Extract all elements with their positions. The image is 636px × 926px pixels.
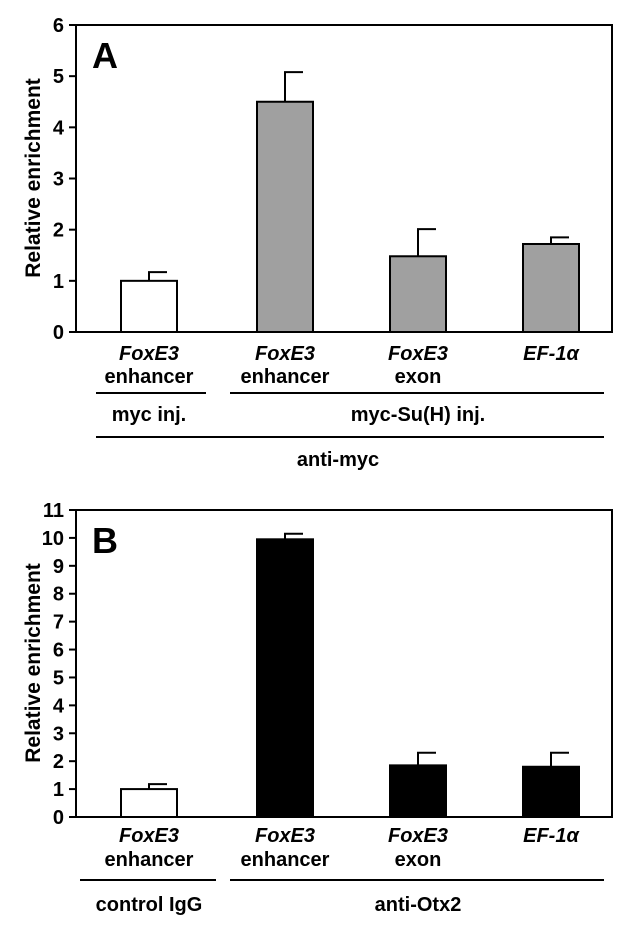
panel-b-bars — [120, 532, 580, 819]
panel-b-y-tick-label: 5 — [53, 667, 64, 689]
panel-a-group-label: myc-Su(H) inj. — [351, 404, 485, 426]
panel-a-label: A — [92, 35, 118, 76]
panel-b-y-axis-label: Relative enrichment — [22, 563, 45, 763]
panel-b-y-tick-label: 3 — [53, 723, 64, 745]
panel-b-y-tick-label: 7 — [53, 612, 64, 634]
panel-b-y-tick-label: 9 — [53, 556, 64, 578]
panel-b-category-sublabel: exon — [395, 849, 442, 871]
panel-b-y-tick-label: 8 — [53, 584, 64, 606]
panel-a-y-tick-label: 3 — [53, 169, 64, 191]
panel-b-y-tick-label: 6 — [53, 640, 64, 662]
panel-a-y-tick-label: 1 — [53, 271, 64, 293]
panel-b-bar — [522, 765, 580, 818]
panel-a-overall-label: anti-myc — [297, 449, 379, 471]
panel-b-y-tick-label: 1 — [53, 779, 64, 801]
panel-a-y-tick-label: 6 — [53, 15, 64, 37]
panel-a-y-tick-label: 5 — [53, 66, 64, 88]
panel-a-y-tick-label: 0 — [53, 322, 64, 344]
panel-b-plot-frame — [75, 509, 613, 818]
panel-b-category-label: FoxE3 — [255, 825, 315, 847]
panel-b-y-tick-label: 10 — [42, 528, 64, 550]
panel-b-chart: B Relative enrichment 0 1 2 3 4 5 6 7 8 9 10 11 Fox… — [22, 500, 613, 916]
panel-a-category-label: EF-1α — [523, 343, 580, 365]
panel-a-category-sublabel: enhancer — [241, 366, 330, 388]
panel-a-category-label: FoxE3 — [255, 343, 315, 365]
panel-a-y-tick-label: 2 — [53, 220, 64, 242]
panel-b-category-sublabel: enhancer — [241, 849, 330, 871]
panel-b-category-label: FoxE3 — [119, 825, 179, 847]
panel-b-label: B — [92, 520, 118, 561]
panel-b-y-ticks: 0 1 2 3 4 5 6 7 8 9 10 11 — [42, 500, 76, 829]
panel-b-group-labels: control IgG anti-Otx2 — [80, 879, 604, 916]
panel-b-y-tick-label: 2 — [53, 751, 64, 773]
panel-a-bar — [389, 255, 447, 334]
panel-b-category-sublabel: enhancer — [105, 849, 194, 871]
panel-a-y-axis-label: Relative enrichment — [22, 78, 45, 278]
panel-a-group-label: myc inj. — [112, 404, 186, 426]
panel-b-y-tick-label: 4 — [53, 695, 65, 717]
panel-b-group-label: control IgG — [96, 894, 203, 916]
panel-b-category-label: EF-1α — [523, 825, 580, 847]
panel-b-y-tick-label: 11 — [43, 500, 64, 522]
panel-a-bar — [522, 242, 580, 333]
panel-a-category-sublabel: enhancer — [105, 366, 194, 388]
panel-b-bar — [389, 764, 447, 818]
panel-a-bar — [120, 279, 178, 334]
panel-a-bars — [120, 71, 580, 334]
panel-a-y-ticks: 0 1 2 3 4 5 6 — [53, 15, 76, 344]
panel-a-category-label: FoxE3 — [388, 343, 448, 365]
panel-a-y-tick-label: 4 — [53, 117, 65, 139]
panel-b-bar — [120, 788, 178, 818]
panel-a-group-labels: myc inj. myc-Su(H) inj. — [96, 392, 604, 426]
panel-a-category-sublabel: exon — [395, 366, 442, 388]
panel-b-y-tick-label: 0 — [53, 807, 64, 829]
panel-b-bar — [256, 538, 314, 819]
panel-b-category-label: FoxE3 — [388, 825, 448, 847]
panel-a-bar — [256, 100, 314, 333]
panel-b-group-label: anti-Otx2 — [375, 894, 462, 916]
panel-a-category-label: FoxE3 — [119, 343, 179, 365]
